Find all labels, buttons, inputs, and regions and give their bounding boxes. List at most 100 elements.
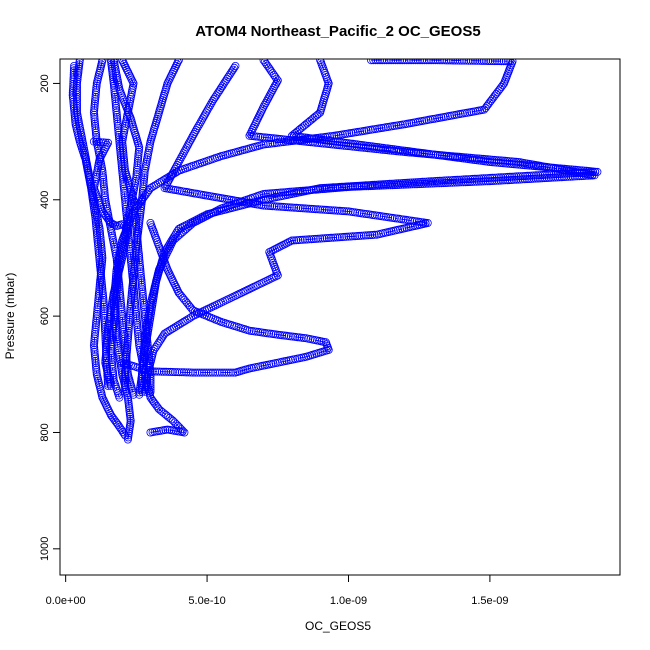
data-point [142,325,151,334]
data-point [145,356,154,365]
data-point [124,330,133,339]
data-point [220,368,229,377]
data-point [335,206,344,215]
data-point [464,153,473,162]
data-point [320,184,329,193]
data-point [372,230,381,239]
data-point [477,59,486,65]
data-point [150,181,159,190]
data-point [139,184,148,193]
data-point [141,323,150,332]
data-point [272,188,281,197]
data-point [470,177,479,186]
data-point [387,59,396,65]
data-point [122,223,131,232]
data-point [123,346,132,355]
data-point [141,314,150,323]
data-point [198,114,207,123]
data-point [121,197,130,206]
data-point [153,341,162,350]
data-point [446,152,455,161]
data-point [303,204,312,213]
data-point [125,320,134,329]
data-point [509,157,518,166]
data-point [135,341,144,350]
data-point [392,147,401,156]
data-point [146,385,155,394]
data-point [264,139,273,148]
x-tick-label: 1.5e-09 [471,595,508,607]
data-point [475,59,484,65]
data-point [324,233,333,242]
data-point [97,271,106,280]
data-point [101,352,110,361]
data-point [344,182,353,191]
data-point [375,181,384,190]
data-point [98,282,107,291]
data-point [437,151,446,160]
data-point [411,148,420,157]
data-point [134,150,143,159]
data-point [305,204,314,213]
data-point [91,352,100,361]
data-point [555,173,564,182]
data-point [94,291,103,300]
data-point [92,312,101,321]
data-point [337,183,346,192]
data-point [134,152,143,161]
data-point [164,367,173,376]
chart-title: ATOM4 Northeast_Pacific_2 OC_GEOS5 [195,23,480,40]
data-point [432,179,441,188]
data-point [417,179,426,188]
data-point [440,59,449,65]
data-point [400,59,409,65]
data-point [91,126,100,135]
data-point [549,173,558,182]
data-point [372,145,381,154]
data-point [529,174,538,183]
data-point [92,133,101,142]
data-point [378,59,387,65]
data-point [137,278,146,287]
data-point [430,179,439,188]
data-point [171,322,180,331]
data-point [333,206,342,215]
data-point [280,331,289,340]
data-point [247,131,256,140]
data-point [435,179,444,188]
data-point [131,305,140,314]
data-point [144,347,153,356]
data-point [138,287,147,296]
data-point [102,349,111,358]
data-point [420,149,429,158]
data-point [175,368,184,377]
data-point [159,175,168,184]
data-point [497,59,506,66]
data-point [162,328,171,337]
data-point [166,367,175,376]
data-point [357,143,366,152]
data-point [322,139,331,148]
data-point [115,393,124,402]
data-point [413,59,422,65]
data-point [222,368,231,377]
data-point [285,203,294,212]
data-point [385,146,394,155]
data-point [155,367,164,376]
data-point [412,180,421,189]
data-point [91,323,100,332]
data-point [396,147,405,156]
data-point [494,176,503,185]
data-point [560,172,569,181]
data-point [103,332,112,341]
data-point [381,145,390,154]
data-point [121,374,130,383]
data-point [319,139,328,148]
data-point [346,232,355,241]
data-point [452,178,461,187]
data-point [131,253,140,262]
data-point [142,334,151,343]
data-point [523,175,532,184]
data-point [464,59,473,65]
data-point [92,365,101,374]
